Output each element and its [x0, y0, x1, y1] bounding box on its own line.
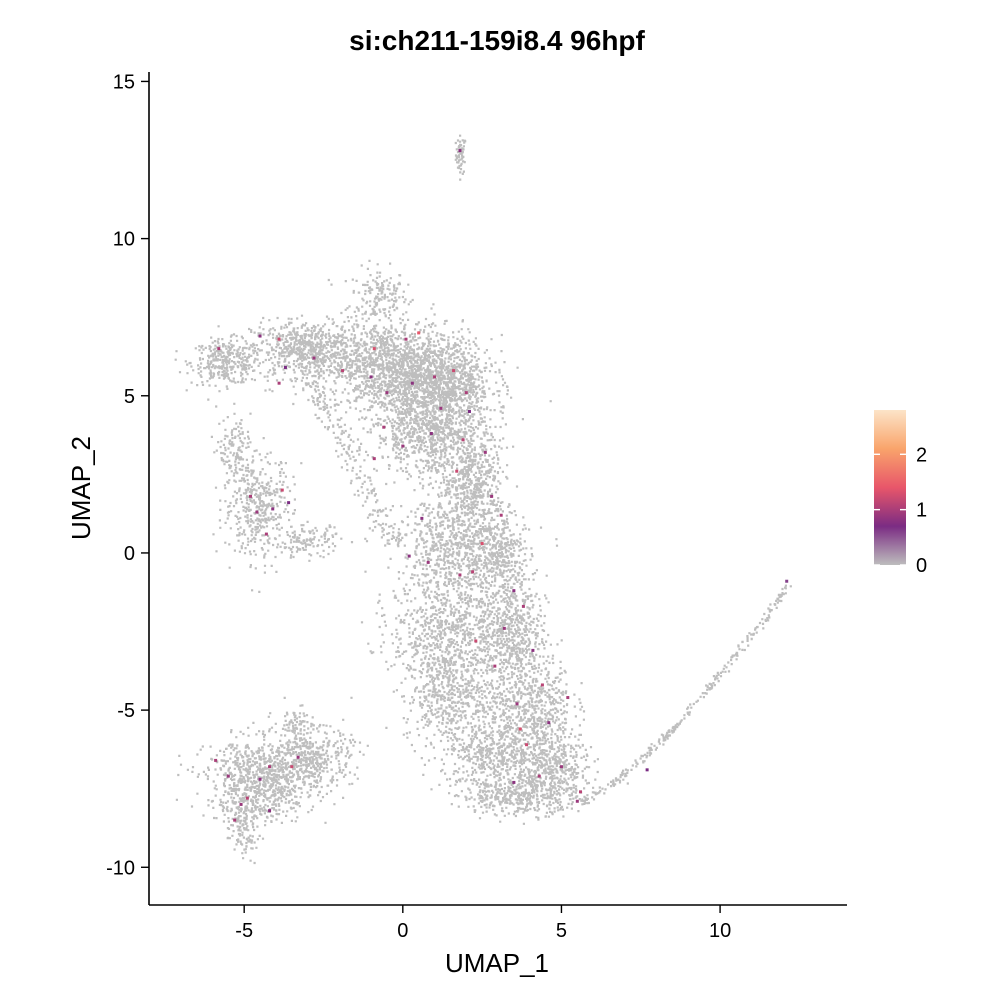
x-tick-label: -5	[235, 920, 253, 942]
expressing-cell-point	[271, 507, 275, 511]
y-tick-label: 10	[113, 229, 135, 251]
expressing-cell-point	[483, 450, 487, 454]
x-axis-ticks: -5 0 5 10	[235, 905, 731, 942]
expressing-cell-point	[268, 809, 272, 813]
expressing-cell-point	[512, 589, 516, 593]
expressing-cell-point	[426, 560, 430, 564]
expressing-cell-point	[540, 683, 544, 687]
expressing-cell-point	[283, 365, 287, 369]
expressing-cell-point	[502, 626, 506, 630]
colorbar-tick-label: 2	[916, 444, 927, 466]
expressing-cell-point	[455, 469, 459, 473]
expressing-points-layer	[214, 149, 789, 822]
colorbar-tick-label: 1	[916, 500, 927, 522]
expressing-cell-point	[287, 501, 291, 505]
expressing-cell-point	[785, 579, 789, 583]
expressing-cell-point	[464, 391, 468, 395]
expressing-cell-point	[258, 334, 262, 338]
expressing-cell-point	[239, 802, 243, 806]
background-cells	[174, 134, 792, 865]
expressing-cell-point	[531, 648, 535, 652]
expressing-cell-point	[467, 409, 471, 413]
expressing-cell-point	[518, 727, 522, 731]
expressing-cell-point	[341, 369, 345, 373]
expressing-cell-point	[264, 532, 268, 536]
expressing-cell-point	[515, 702, 519, 706]
chart-title: si:ch211-159i8.4 96hpf	[349, 25, 645, 56]
expressing-cell-point	[439, 406, 443, 410]
expressing-cell-point	[474, 639, 478, 643]
expressing-cell-point	[226, 774, 230, 778]
expressing-cell-point	[268, 765, 272, 769]
expressing-cell-point	[277, 381, 281, 385]
expressing-cell-point	[214, 758, 218, 762]
expressing-cell-point	[385, 391, 389, 395]
expressing-cell-point	[559, 765, 563, 769]
expressing-cell-point	[404, 337, 408, 341]
y-tick-label: 15	[113, 71, 135, 93]
cell-points-layer	[174, 134, 792, 865]
y-tick-label: -5	[117, 700, 135, 722]
expressing-cell-point	[410, 381, 414, 385]
x-tick-label: 10	[709, 920, 731, 942]
expressing-cell-point	[382, 425, 386, 429]
y-tick-label: 0	[124, 543, 135, 565]
x-axis-title: UMAP_1	[445, 948, 549, 978]
expressing-cell-point	[461, 438, 465, 442]
x-tick-label: 5	[556, 920, 567, 942]
expressing-cell-point	[277, 337, 281, 341]
expressing-cell-point	[296, 755, 300, 759]
expressing-cell-point	[407, 554, 411, 558]
colorbar-tick-label: 0	[916, 555, 927, 577]
x-tick-label: 0	[397, 920, 408, 942]
expressing-cell-point	[217, 347, 221, 351]
y-tick-label: -10	[106, 857, 135, 879]
expressing-cell-point	[499, 513, 503, 517]
expressing-cell-point	[420, 516, 424, 520]
expressing-cell-point	[369, 375, 373, 379]
expressing-cell-point	[645, 768, 649, 772]
expressing-cell-point	[547, 721, 551, 725]
expressing-cell-point	[578, 790, 582, 794]
expressing-cell-point	[452, 369, 456, 373]
expressing-cell-point	[401, 444, 405, 448]
expressing-cell-point	[429, 431, 433, 435]
expressing-cell-point	[521, 604, 525, 608]
colorbar-legend: 0 1 2	[874, 410, 927, 577]
expressing-cell-point	[245, 796, 249, 800]
y-tick-label: 5	[124, 386, 135, 408]
expressing-cell-point	[458, 149, 462, 153]
expressing-cell-point	[471, 570, 475, 574]
expressing-cell-point	[372, 457, 376, 461]
y-axis-title: UMAP_2	[66, 436, 96, 540]
colorbar-gradient	[874, 410, 906, 565]
expressing-cell-point	[512, 780, 516, 784]
expressing-cell-point	[372, 347, 376, 351]
expressing-cell-point	[566, 696, 570, 700]
expressing-cell-point	[280, 488, 284, 492]
expressing-cell-point	[255, 510, 259, 514]
expressing-cell-point	[493, 664, 497, 668]
expressing-cell-point	[258, 777, 262, 781]
expressing-cell-point	[433, 375, 437, 379]
expressing-cell-point	[249, 494, 253, 498]
colorbar-ticks: 0 1 2	[874, 444, 927, 577]
expressing-cell-point	[537, 774, 541, 778]
expressing-cell-point	[233, 818, 237, 822]
expressing-cell-point	[458, 573, 462, 577]
expressing-cell-point	[312, 356, 316, 360]
expressing-cell-point	[575, 799, 579, 803]
expressing-cell-point	[525, 743, 529, 747]
expressing-cell-point	[417, 331, 421, 335]
y-axis-ticks: -10 -5 0 5 10 15	[106, 71, 149, 879]
expressing-cell-point	[490, 494, 494, 498]
expressing-cell-point	[290, 765, 294, 769]
expressing-cell-point	[480, 542, 484, 546]
